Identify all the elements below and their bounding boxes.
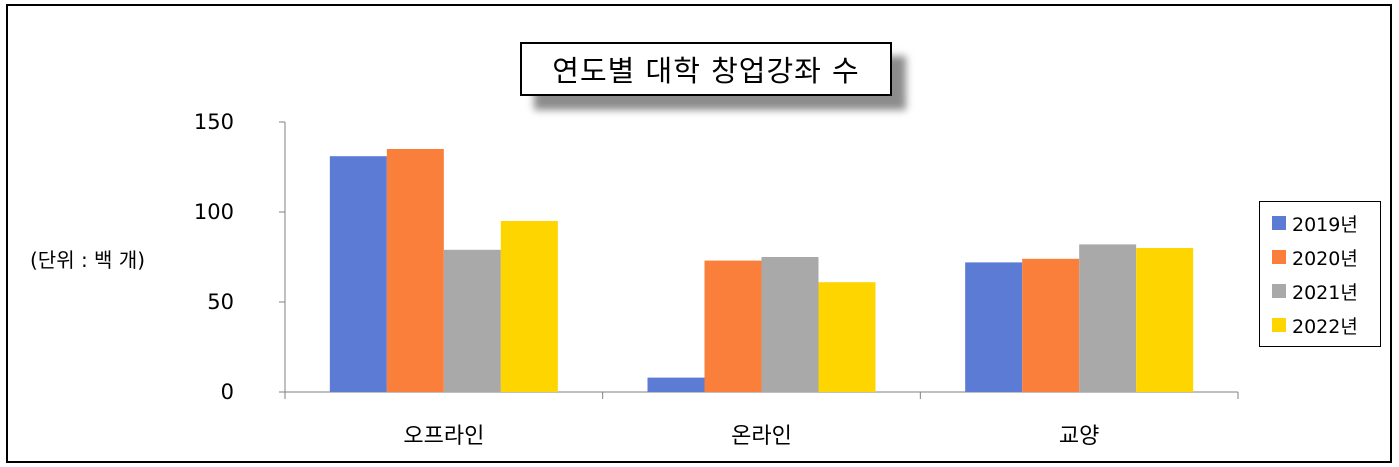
- x-category-label: 온라인: [731, 424, 792, 449]
- y-tick-label: 100: [194, 200, 234, 224]
- bar-3-3: [1079, 244, 1137, 392]
- legend: 2019년 2020년 2021년 2022년: [1259, 201, 1381, 347]
- bar-3-2: [761, 257, 819, 392]
- bar-2-1: [386, 149, 444, 392]
- y-tick-label: 150: [194, 110, 234, 134]
- legend-swatch: [1272, 216, 1286, 230]
- y-tick-label: 0: [221, 380, 234, 404]
- bar-1-3: [965, 262, 1023, 392]
- legend-label: 2019년: [1292, 213, 1358, 236]
- bar-2-3: [1022, 258, 1080, 392]
- legend-item: 2021년: [1260, 274, 1380, 308]
- bar-3-1: [443, 249, 501, 392]
- bar-4-3: [1136, 248, 1194, 392]
- bar-1-2: [647, 377, 705, 392]
- legend-item: 2022년: [1260, 308, 1380, 342]
- y-tick-label: 50: [207, 290, 234, 314]
- legend-label: 2022년: [1292, 315, 1358, 338]
- legend-item: 2020년: [1260, 240, 1380, 274]
- plot-area: 0 50 100 150 오프라인 온라인 교양: [194, 110, 1239, 449]
- legend-label: 2021년: [1292, 281, 1358, 304]
- bar-4-2: [818, 282, 876, 392]
- x-category-label: 오프라인: [403, 424, 484, 449]
- legend-item: 2019년: [1260, 206, 1380, 240]
- chart-frame: 연도별 대학 창업강좌 수 0 50 100 150 오프라인 온라인 교양 (단위 : 백…: [6, 4, 1392, 463]
- legend-swatch: [1272, 318, 1286, 332]
- unit-label: (단위 : 백 개): [30, 248, 146, 272]
- legend-label: 2020년: [1292, 247, 1358, 270]
- chart-title: 연도별 대학 창업강좌 수: [520, 42, 892, 96]
- legend-swatch: [1272, 284, 1286, 298]
- x-category-label: 교양: [1059, 424, 1099, 449]
- bar-2-2: [704, 260, 762, 392]
- bar-1-1: [329, 156, 387, 392]
- legend-swatch: [1272, 250, 1286, 264]
- bar-4-1: [500, 221, 558, 392]
